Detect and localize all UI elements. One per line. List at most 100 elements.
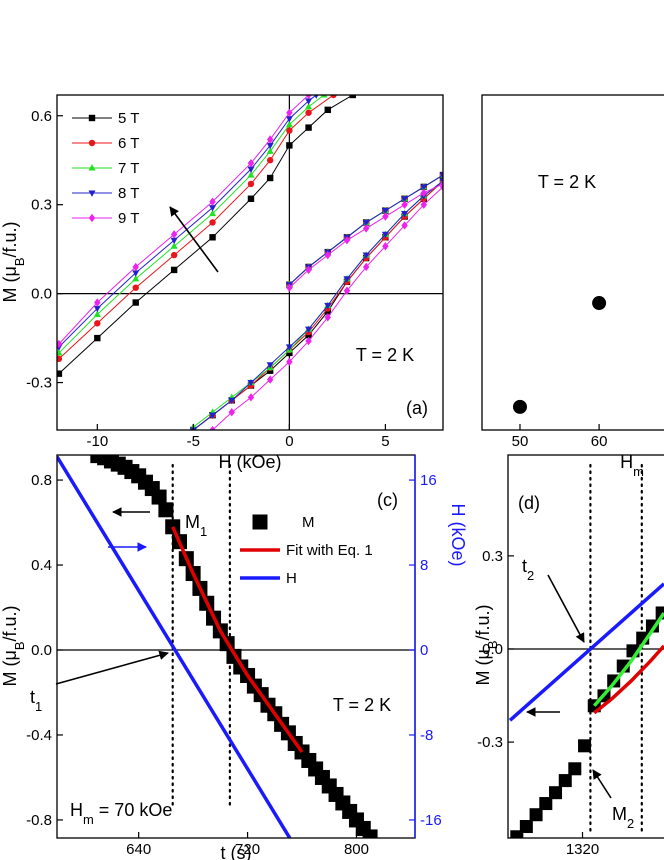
marker [343,236,351,245]
annotation-part: m [83,812,94,827]
y-axis-label-part: M (μ [473,649,493,685]
marker [132,274,140,282]
y-axis-label-part: B [12,642,27,651]
marker [88,213,96,223]
x-tick-label: 1320 [566,841,599,858]
y-axis-label-part: /f.u.) [473,604,493,640]
y2-axis-label: H (kOe) [448,504,468,567]
y-tick-label: 0.4 [31,557,52,574]
marker [266,174,274,182]
y-tick-label: -0.3 [26,375,52,392]
y2-tick-label: -8 [420,727,433,744]
marker [286,108,293,117]
y-axis-label: M (μB/f.u.) [0,605,27,686]
marker [558,774,572,788]
y-axis-label-part: B [12,258,27,267]
marker [305,109,312,116]
x-axis-label: H (kOe) [219,452,282,472]
plot-area [508,463,664,838]
annotation: Hm = 70 kOe [70,800,172,827]
marker [209,205,217,212]
marker [170,242,178,249]
annotation-part: t [522,556,527,576]
y2-tick-label: -16 [420,812,442,829]
arrow [55,650,169,685]
marker [381,231,389,239]
x-tick-label: 720 [235,841,260,858]
series-line [58,95,443,428]
marker [362,252,370,259]
marker [324,250,331,260]
annotation-part: M [612,804,627,824]
marker [88,139,96,147]
marker [286,127,293,134]
marker [382,212,389,221]
marker [266,135,274,144]
x-tick-label: 60 [591,433,608,450]
marker [57,339,63,349]
marker [362,224,370,233]
y-axis-label-part: M (μ [0,266,20,302]
marker [578,739,592,753]
marker [305,265,312,275]
marker [57,355,63,363]
marker [88,190,96,197]
y2-tick-label: 8 [420,557,428,574]
marker [247,380,255,387]
marker [305,336,312,346]
fit-line [592,612,664,707]
annotation: (a) [406,398,428,418]
arrow [592,769,612,799]
marker [420,184,428,191]
marker [286,142,293,149]
y-axis-label: M (μB/f.u.) [0,221,27,302]
marker [420,188,427,197]
marker [324,106,331,114]
marker [539,797,553,811]
marker [247,159,255,168]
y-tick-label: -0.8 [26,812,52,829]
y-tick-label: 0.8 [31,472,52,489]
annotation: T = 2 K [538,172,596,192]
marker [94,298,101,307]
marker [266,142,274,150]
y-tick-label: 0.0 [482,641,503,658]
arrows [55,206,612,799]
annotation: (d) [518,493,540,513]
marker [158,502,174,518]
y-tick-label: 0.0 [31,642,52,659]
marker [209,197,216,206]
y-axis-label-part: /f.u.) [0,221,20,257]
marker [285,120,293,128]
annotation-part: t [30,687,35,707]
marker [439,178,443,185]
marker [401,221,408,230]
y-tick-label: 0.3 [31,197,52,214]
x-axis-label-part: m [633,464,644,479]
marker [343,276,351,283]
marker [88,114,96,122]
marker [266,375,274,384]
x-tick-label: -10 [86,433,108,450]
legend-label: 7 T [118,160,139,177]
arrow [169,206,219,273]
y-tick-label: -0.4 [26,727,52,744]
marker [305,103,313,110]
marker [266,157,274,164]
fit-line [171,526,304,753]
y-axis-label-part: M (μ [0,650,20,686]
marker [401,200,408,209]
marker [324,302,332,310]
marker [170,237,178,245]
plot-frame [481,94,664,431]
legend-label: M [302,514,315,531]
y-tick-label: 0.6 [31,108,52,125]
marker [381,208,389,215]
marker [151,489,167,505]
marker [549,786,563,800]
marker [305,95,312,100]
plot-frame [56,94,444,431]
marker [209,209,217,217]
arrow [547,574,585,643]
